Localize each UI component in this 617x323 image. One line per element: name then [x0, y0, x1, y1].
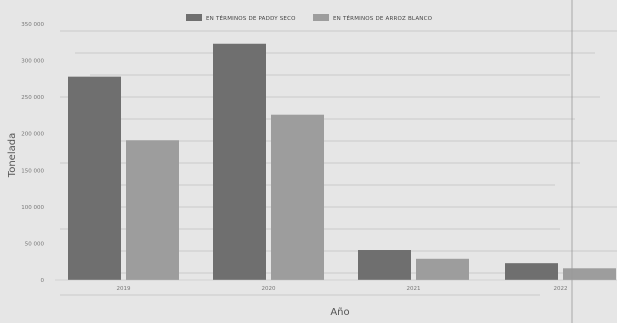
y-tick-label: 300 000 — [21, 59, 44, 65]
bar-2022-arroz-blanco — [563, 268, 616, 280]
bg-line — [90, 140, 617, 142]
bar-2019-arroz-blanco — [126, 140, 179, 280]
y-tick-label: 200 000 — [21, 132, 44, 138]
legend-swatch-paddy-seco — [186, 14, 202, 21]
y-tick-label: 50 000 — [25, 241, 45, 247]
bar-2022-paddy-seco — [505, 263, 558, 280]
bg-line — [60, 30, 617, 32]
bg-line — [60, 96, 600, 98]
x-tick-label: 2020 — [262, 286, 276, 292]
bg-line — [90, 206, 617, 208]
y-tick-label: 250 000 — [21, 95, 44, 101]
bg-line — [90, 74, 570, 76]
bg-line — [60, 294, 540, 296]
y-axis-ticks: 0 50 000 100 000 150 000 200 000 250 000 300 0… — [21, 22, 44, 284]
bars — [68, 43, 616, 281]
legend-label-paddy-seco: EN TÉRMINOS DE PADDY SECO — [206, 14, 296, 22]
legend: EN TÉRMINOS DE PADDY SECO EN TÉRMINOS DE… — [186, 14, 433, 22]
y-tick-label: 0 — [41, 278, 45, 284]
legend-swatch-arroz-blanco — [313, 14, 329, 21]
bar-2020-arroz-blanco — [271, 114, 324, 280]
x-tick-label: 2019 — [117, 286, 131, 292]
bg-line — [90, 272, 610, 274]
y-tick-label: 150 000 — [21, 168, 44, 174]
y-tick-label: 100 000 — [21, 205, 44, 211]
y-axis-label: Tonelada — [7, 133, 18, 178]
bar-2020-paddy-seco — [213, 43, 266, 281]
bar-2019-paddy-seco — [68, 76, 121, 280]
legend-label-arroz-blanco: EN TÉRMINOS DE ARROZ BLANCO — [333, 14, 433, 22]
bar-2021-arroz-blanco — [416, 258, 469, 280]
x-axis-ticks: 2019 2020 2021 2022 — [117, 286, 568, 292]
bar-2021-paddy-seco — [358, 250, 411, 280]
x-tick-label: 2021 — [407, 286, 421, 292]
bg-line — [75, 250, 617, 252]
y-tick-label: 350 000 — [21, 22, 44, 28]
bg-line — [75, 52, 595, 54]
x-axis-label: Año — [330, 307, 349, 318]
x-tick-label: 2022 — [554, 286, 568, 292]
bg-line — [75, 118, 575, 120]
